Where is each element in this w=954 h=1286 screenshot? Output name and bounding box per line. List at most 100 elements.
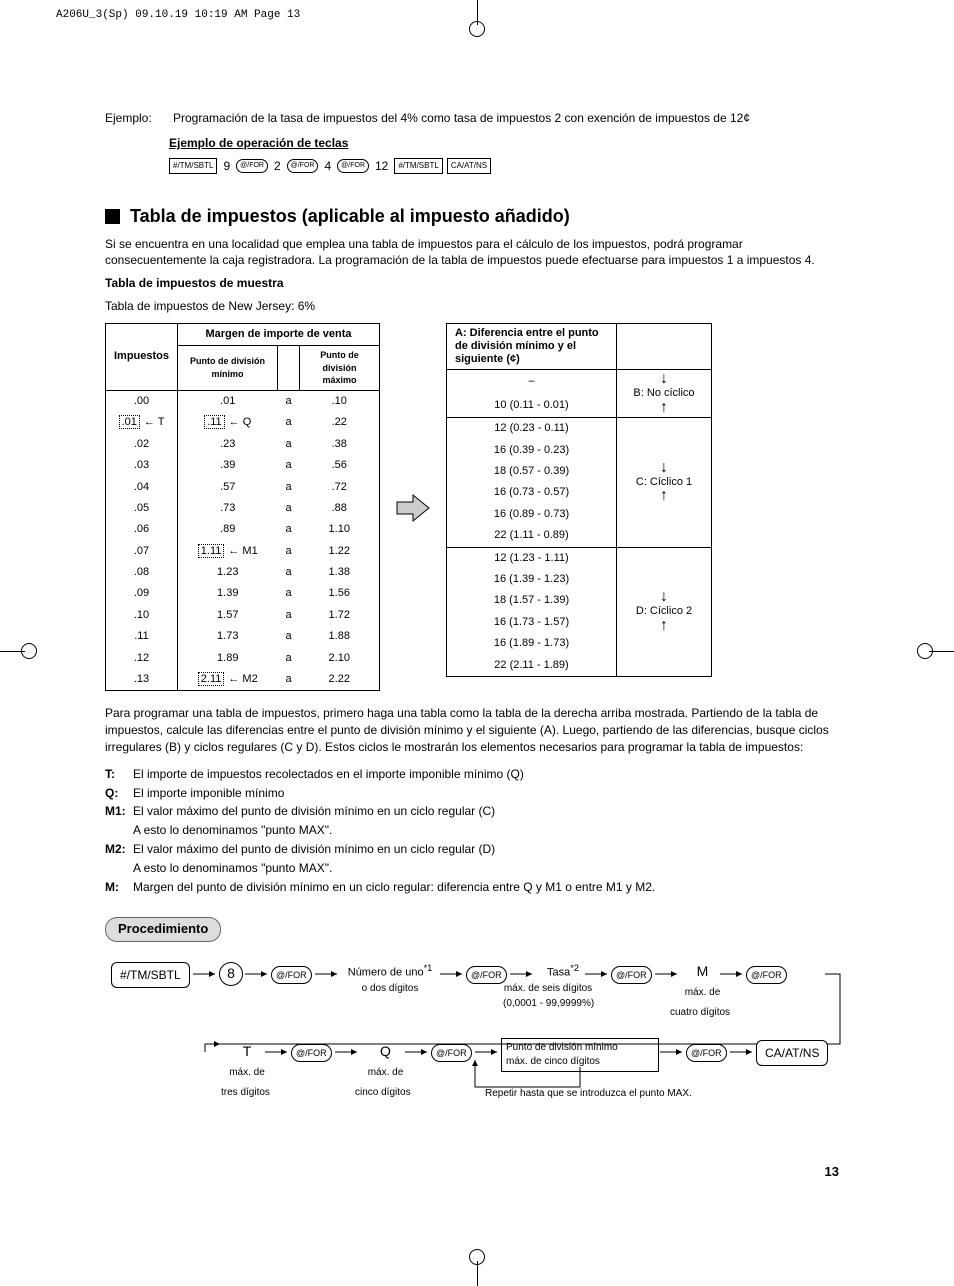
table-cell: 2.11← M2 — [178, 669, 278, 691]
table-row: .01← T.11← Qa.22 — [106, 412, 380, 433]
crop-mark-left-icon — [0, 636, 40, 666]
col-min: Punto de división mínimo — [178, 346, 278, 391]
col-blank — [278, 346, 300, 391]
table-cell: .38 — [300, 434, 380, 455]
table-cell: 1.56 — [300, 583, 380, 604]
table-cell: 1.11← M1 — [178, 541, 278, 562]
fc-Q-sub1: máx. de — [368, 1067, 404, 1078]
table-cell: a — [278, 541, 300, 562]
table-row: .121.89a2.10 — [106, 648, 380, 669]
fc-M-sub2: cuatro dígitos — [670, 1007, 730, 1018]
table-cell: .10 — [106, 605, 178, 626]
crop-mark-right-icon — [914, 636, 954, 666]
table-cell: .57 — [178, 477, 278, 498]
table-row: .04.57a.72 — [106, 477, 380, 498]
fc-for-4: @/FOR — [746, 966, 787, 985]
table-cell: 1.89 — [178, 648, 278, 669]
fc-minbp: Punto de división mínimo máx. de cinco d… — [501, 1038, 659, 1072]
table-cell: 18 (0.57 - 0.39) — [447, 461, 617, 482]
table-cell: .12 — [106, 648, 178, 669]
fc-for-1: @/FOR — [271, 966, 312, 985]
example-block: Ejemplo: Programación de la tasa de impu… — [105, 110, 845, 127]
tables-row: Impuestos Margen de importe de venta Pun… — [105, 323, 845, 692]
table-cell: – — [447, 370, 617, 394]
table-cell: 1.22 — [300, 541, 380, 562]
table-cell: a — [278, 648, 300, 669]
fc-for-7: @/FOR — [686, 1044, 727, 1063]
table-cell: 16 (0.39 - 0.23) — [447, 440, 617, 461]
fc-tasa-sup: *2 — [570, 963, 579, 973]
fc-8: 8 — [219, 962, 243, 986]
crop-mark-bottom-icon — [462, 1246, 492, 1286]
table-cell: 1.38 — [300, 562, 380, 583]
content-area: Ejemplo: Programación de la tasa de impu… — [105, 110, 845, 1112]
fc-for-6: @/FOR — [431, 1044, 472, 1063]
fc-numdigits-sub: o dos dígitos — [362, 983, 419, 994]
table-cell: .23 — [178, 434, 278, 455]
table-cell: a — [278, 626, 300, 647]
table-cell: .06 — [106, 519, 178, 540]
fc-tasa-sub2: (0,0001 - 99,9999%) — [503, 998, 594, 1009]
table-cell: .09 — [106, 583, 178, 604]
print-header: A206U_3(Sp) 09.10.19 10:19 AM Page 13 — [56, 8, 300, 23]
table-row: .071.11← M1a1.22 — [106, 541, 380, 562]
table-cell: 16 (1.89 - 1.73) — [447, 633, 617, 654]
table-cell: .04 — [106, 477, 178, 498]
table-cell: 2.22 — [300, 669, 380, 691]
table-cell: .01← T — [106, 412, 178, 433]
fc-minbp-label: Punto de división mínimo — [506, 1042, 618, 1053]
table-row: .132.11← M2a2.22 — [106, 669, 380, 691]
table-row: 12 (0.23 - 0.11)↓C: Cíclico 1↑ — [447, 418, 712, 440]
table-cell: a — [278, 477, 300, 498]
key-for-1: @/FOR — [236, 159, 268, 173]
table-cell: a — [278, 605, 300, 626]
fc-numdigits-label: Número de uno — [348, 966, 424, 978]
fc-caatns: CA/AT/NS — [756, 1040, 828, 1067]
col-range: Margen de importe de venta — [178, 323, 380, 345]
table-cell: 22 (2.11 - 1.89) — [447, 655, 617, 677]
table-row: .00.01a.10 — [106, 390, 380, 412]
fc-M-sub1: máx. de — [685, 987, 721, 998]
def-m2b: A esto lo denominamos "punto MAX". — [133, 860, 845, 877]
fc-T-label: T — [243, 1043, 252, 1059]
table-row: .02.23a.38 — [106, 434, 380, 455]
table-row: .03.39a.56 — [106, 455, 380, 476]
right-diff-table: A: Diferencia entre el punto de división… — [446, 323, 712, 677]
fc-minbp-sub: máx. de cinco dígitos — [506, 1056, 600, 1067]
table-cell: .07 — [106, 541, 178, 562]
table-cell: .13 — [106, 669, 178, 691]
section-intro: Si se encuentra en una localidad que emp… — [105, 236, 845, 270]
sample-table-title: Tabla de impuestos de muestra — [105, 275, 845, 292]
cycle-label-cell: ↓B: No cíclico↑ — [617, 370, 712, 418]
fc-tasa: Tasa*2 máx. de seis dígitos (0,0001 - 99… — [533, 962, 593, 1012]
table-cell: .72 — [300, 477, 380, 498]
fc-M: M máx. de cuatro dígitos — [680, 962, 725, 1021]
table-cell: .00 — [106, 390, 178, 412]
table-cell: 1.88 — [300, 626, 380, 647]
table-cell: 1.39 — [178, 583, 278, 604]
crop-mark-top-icon — [462, 0, 492, 40]
def-q: El importe imponible mínimo — [133, 785, 845, 802]
def-t: El importe de impuestos recolectados en … — [133, 766, 845, 783]
explain-paragraph: Para programar una tabla de impuestos, p… — [105, 705, 845, 755]
table-cell: 16 (0.89 - 0.73) — [447, 504, 617, 525]
table-row: –↓B: No cíclico↑ — [447, 370, 712, 394]
square-bullet-icon — [105, 209, 120, 224]
fc-T: T máx. de tres dígitos — [227, 1042, 267, 1101]
table-cell: .10 — [300, 390, 380, 412]
table-row: .111.73a1.88 — [106, 626, 380, 647]
big-arrow-icon — [395, 493, 431, 523]
table-cell: .08 — [106, 562, 178, 583]
table-cell: .01 — [178, 390, 278, 412]
table-cell: 22 (1.11 - 0.89) — [447, 525, 617, 547]
table-cell: a — [278, 562, 300, 583]
def-q-key: Q: — [105, 785, 133, 802]
table-row: .091.39a1.56 — [106, 583, 380, 604]
key-tmsbtl: #/TM/SBTL — [169, 158, 217, 173]
key-for-3: @/FOR — [337, 159, 369, 173]
page-number: 13 — [825, 1163, 839, 1181]
left-tax-table: Impuestos Margen de importe de venta Pun… — [105, 323, 380, 692]
table-cell: .03 — [106, 455, 178, 476]
table-cell: 16 (1.39 - 1.23) — [447, 569, 617, 590]
key-sequence: #/TM/SBTL 9 @/FOR 2 @/FOR 4 @/FOR 12 #/T… — [169, 158, 845, 175]
